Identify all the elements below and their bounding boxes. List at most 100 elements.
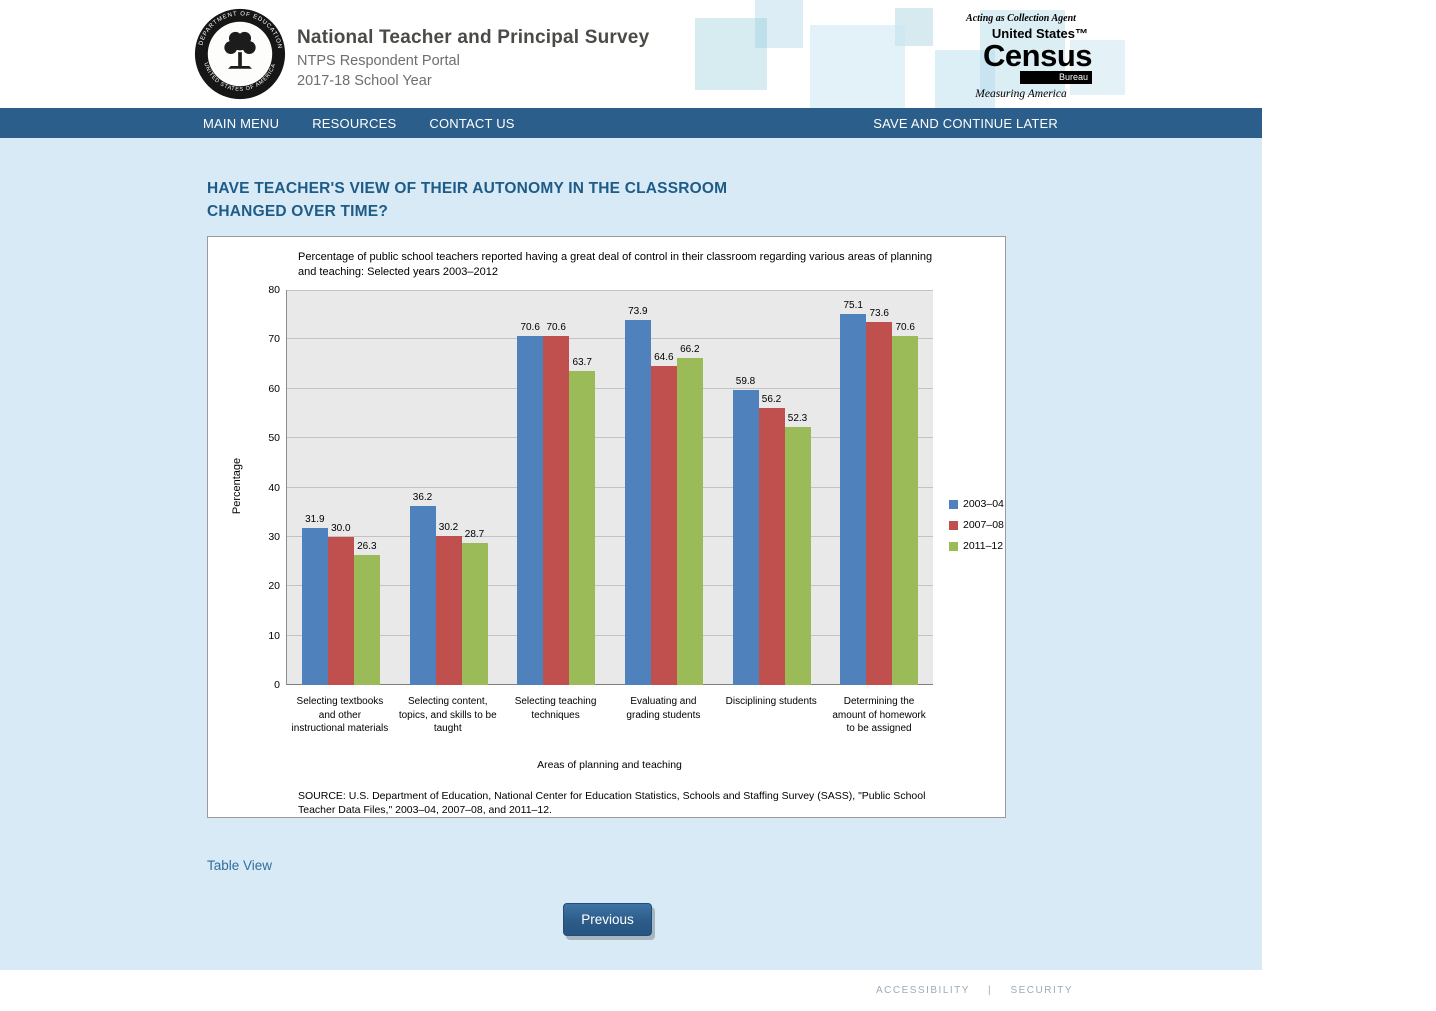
heading-line2: CHANGED OVER TIME? — [207, 203, 388, 220]
page-heading: HAVE TEACHER'S VIEW OF THEIR AUTONOMY IN… — [207, 177, 1262, 223]
legend-item: 2011–12 — [949, 540, 1004, 552]
bar-value-label: 56.2 — [761, 393, 782, 405]
nav-main-menu[interactable]: MAIN MENU — [203, 115, 280, 131]
bar — [569, 370, 596, 685]
bar-wrap: 36.2 — [409, 492, 436, 685]
bar — [624, 320, 651, 685]
legend-label: 2007–08 — [963, 519, 1004, 531]
bar — [543, 336, 570, 685]
legend-label: 2003–04 — [963, 498, 1004, 510]
bar-value-label: 63.7 — [572, 356, 592, 368]
bar-value-label: 59.8 — [735, 375, 756, 387]
x-category-label: Selecting textbooks and other instructio… — [291, 696, 389, 734]
x-category-label: Selecting teaching techniques — [514, 696, 597, 721]
bar-value-label: 28.7 — [464, 529, 485, 541]
app-title: National Teacher and Principal Survey — [297, 27, 650, 48]
x-category-label: Disciplining students — [725, 696, 817, 707]
plot-area: 31.9 30.0 26.3 36.2 30.2 28.7 70.6 70.6 63.7 73.9… — [286, 290, 933, 685]
bar-value-label: 36.2 — [412, 492, 433, 504]
gridline — [287, 634, 933, 636]
census-agent-line: Acting as Collection Agent — [966, 13, 1076, 24]
header: DEPARTMENT OF EDUCATION UNITED STATES OF… — [0, 0, 1262, 108]
bar-wrap: 75.1 — [840, 300, 867, 685]
bar-value-label: 75.1 — [843, 300, 863, 312]
bar-value-label: 52.3 — [787, 412, 808, 424]
bar-wrap: 70.6 — [892, 322, 919, 685]
bar — [327, 536, 354, 685]
bar-wrap: 64.6 — [650, 352, 677, 685]
y-ticks: 0 10 20 30 40 50 60 70 80 — [238, 284, 280, 691]
x-categories: Selecting textbooks and other instructio… — [286, 695, 933, 736]
chart-title: Percentage of public school teachers rep… — [298, 251, 933, 278]
table-view-link[interactable]: Table View — [207, 858, 273, 873]
x-axis-title: Areas of planning and teaching — [537, 759, 682, 771]
bar-value-label: 31.9 — [305, 513, 325, 525]
header-title-block: National Teacher and Principal Survey NT… — [297, 27, 649, 89]
y-tick-label: 40 — [268, 481, 280, 494]
bar — [301, 527, 328, 685]
census-bureau-bar: Bureau — [1020, 71, 1092, 84]
bar-wrap: 30.0 — [327, 523, 354, 685]
seal-tree-icon — [224, 31, 256, 69]
gridline — [287, 684, 933, 685]
bar-wrap: 70.6 — [517, 322, 544, 685]
previous-button[interactable]: Previous — [563, 903, 652, 936]
bar-value-label: 70.6 — [895, 322, 915, 334]
bar — [866, 321, 893, 685]
bar-wrap: 56.2 — [758, 394, 785, 685]
footer: ACCESSIBILITY | SECURITY — [0, 970, 1262, 1011]
bar — [840, 314, 867, 685]
gridline — [287, 437, 933, 439]
bar — [461, 543, 488, 685]
bar-wrap: 70.6 — [543, 322, 570, 685]
bar-wrap: 59.8 — [732, 376, 759, 685]
bar-wrap: 26.3 — [353, 541, 380, 685]
legend-item: 2007–08 — [949, 519, 1004, 531]
page: DEPARTMENT OF EDUCATION UNITED STATES OF… — [0, 0, 1262, 1011]
census-united-states: United States™ — [991, 26, 1088, 41]
y-tick-label: 70 — [268, 333, 280, 346]
nav-save-and-continue[interactable]: SAVE AND CONTINUE LATER — [873, 115, 1058, 131]
bar-value-label: 70.6 — [546, 322, 566, 334]
bar-value-label: 66.2 — [680, 344, 700, 356]
gridline — [287, 387, 933, 389]
content: HAVE TEACHER'S VIEW OF THEIR AUTONOMY IN… — [0, 138, 1262, 970]
legend: 2003–04 2007–08 2011–12 — [949, 498, 1004, 552]
bar-wrap: 28.7 — [461, 529, 488, 685]
bar-value-label: 26.3 — [357, 541, 377, 553]
main-nav: MAIN MENU RESOURCES CONTACT US SAVE AND … — [0, 108, 1262, 138]
accessibility-link[interactable]: ACCESSIBILITY — [875, 985, 970, 996]
legend-label: 2011–12 — [963, 540, 1004, 552]
nav-left-group: MAIN MENU RESOURCES CONTACT US — [203, 116, 515, 131]
nav-resources[interactable]: RESOURCES — [312, 115, 397, 131]
x-category-label: Evaluating and grading students — [626, 696, 701, 721]
bar-wrap: 73.9 — [624, 306, 651, 685]
bar-value-label: 73.6 — [869, 307, 889, 319]
bar-group: 70.6 70.6 63.7 — [502, 290, 610, 685]
bar-wrap: 66.2 — [676, 344, 703, 685]
legend-swatch-icon — [949, 499, 958, 509]
chart-source: SOURCE: U.S. Department of Education, Na… — [298, 790, 926, 816]
bar-value-label: 30.2 — [438, 521, 459, 533]
heading-line1: HAVE TEACHER'S VIEW OF THEIR AUTONOMY IN… — [207, 180, 728, 197]
y-tick-label: 60 — [268, 382, 280, 395]
x-category-label: Selecting content, topics, and skills to… — [398, 696, 497, 734]
security-link[interactable]: SECURITY — [1010, 985, 1073, 996]
y-tick-label: 80 — [268, 284, 280, 296]
bar-wrap: 30.2 — [435, 522, 462, 685]
school-year-label: 2017-18 School Year — [297, 73, 432, 89]
bar-wrap: 31.9 — [301, 514, 328, 685]
nav-contact-us[interactable]: CONTACT US — [429, 115, 515, 131]
gridline — [287, 585, 933, 587]
bar — [892, 336, 919, 685]
bar-wrap: 63.7 — [569, 357, 596, 685]
bar-group: 31.9 30.0 26.3 — [287, 290, 395, 685]
chart-panel: Percentage of public school teachers rep… — [207, 236, 1006, 818]
bar — [758, 407, 785, 685]
bar-group: 73.9 64.6 66.2 — [610, 290, 718, 685]
y-tick-label: 50 — [268, 432, 280, 445]
census-bureau-logo: Acting as Collection Agent United States… — [950, 13, 1092, 100]
button-row: Previous — [207, 903, 1008, 936]
bar — [784, 426, 811, 685]
bar — [676, 358, 703, 685]
